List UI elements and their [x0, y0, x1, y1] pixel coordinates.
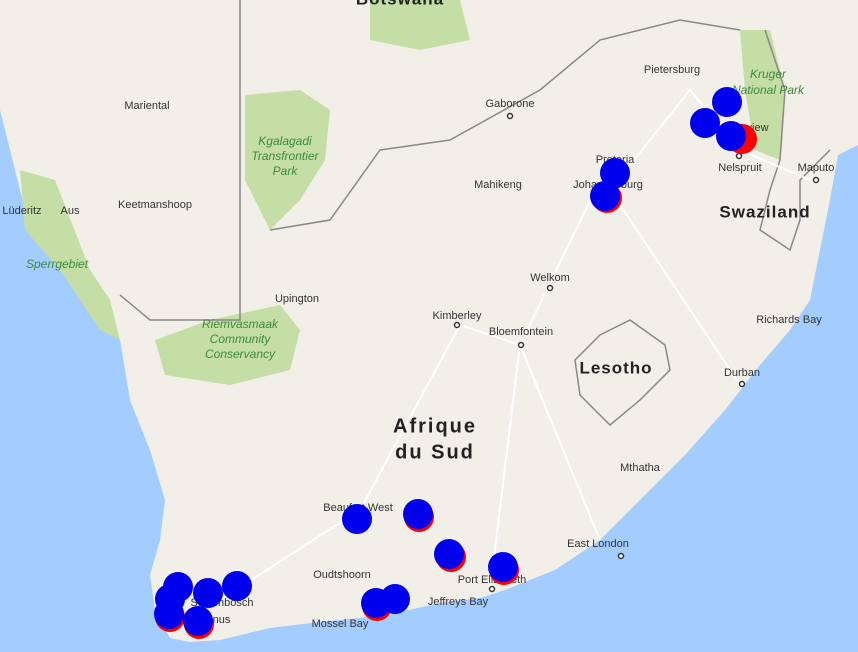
park-label: Kruger: [750, 67, 787, 81]
park-label: Conservancy: [205, 347, 276, 361]
city-label: Upington: [275, 293, 319, 305]
city-label: Pietersburg: [644, 64, 700, 76]
marker[interactable]: [403, 499, 433, 529]
marker[interactable]: [488, 552, 518, 582]
city-label: Durban: [724, 367, 760, 379]
country-label: Lesotho: [579, 358, 652, 377]
city-label: Lüderitz: [2, 205, 41, 217]
country-label: du Sud: [395, 441, 475, 463]
park-label: National Park: [732, 83, 805, 97]
marker[interactable]: [712, 87, 742, 117]
parks: [20, 0, 785, 385]
country-label: Botswana: [356, 0, 444, 8]
marker[interactable]: [183, 606, 213, 636]
country-label: Afrique: [393, 415, 477, 437]
city-dots: [453, 112, 820, 593]
city-label: Kimberley: [433, 310, 482, 322]
city-label: Jeffreys Bay: [428, 596, 489, 608]
city-label: Welkom: [530, 272, 570, 284]
marker[interactable]: [193, 578, 223, 608]
borders: [119, 0, 831, 427]
city-label: Oudtshoorn: [313, 569, 370, 581]
marker[interactable]: [716, 121, 746, 151]
city-label: Bloemfontein: [489, 326, 553, 338]
marker[interactable]: [222, 571, 252, 601]
city-label: Maputo: [798, 162, 835, 174]
city-label: Nelspruit: [718, 162, 761, 174]
country-label: Swaziland: [719, 202, 810, 221]
park-label: Transfrontier: [251, 149, 319, 163]
marker[interactable]: [690, 108, 720, 138]
city-labels: Pietersburg Mariental Gaborone Pretoria …: [2, 64, 834, 630]
city-label: Mariental: [124, 100, 169, 112]
park-label: Sperrgebiet: [26, 257, 89, 271]
city-label: Aus: [61, 205, 80, 217]
marker[interactable]: [590, 181, 620, 211]
city-label: Mthatha: [620, 462, 661, 474]
city-label: Mossel Bay: [312, 618, 369, 630]
city-label: East London: [567, 538, 629, 550]
city-label: Mahikeng: [474, 179, 522, 191]
park-label: Community: [210, 332, 272, 346]
marker[interactable]: [154, 599, 184, 629]
city-label: Gaborone: [486, 98, 535, 110]
park-label: Park: [273, 164, 299, 178]
city-label: Richards Bay: [756, 314, 822, 326]
marker[interactable]: [434, 539, 464, 569]
marker[interactable]: [342, 504, 372, 534]
city-label: Keetmanshoop: [118, 199, 192, 211]
marker[interactable]: [380, 584, 410, 614]
park-label: Riemvasmaak: [202, 317, 279, 331]
markers: [154, 87, 757, 639]
marker[interactable]: [600, 158, 630, 188]
park-label: Kgalagadi: [258, 134, 312, 148]
